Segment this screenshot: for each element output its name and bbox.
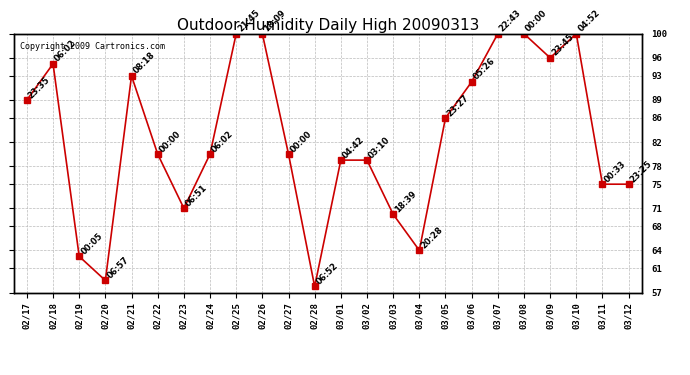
Text: 18:09: 18:09: [262, 9, 288, 34]
Text: 08:18: 08:18: [132, 51, 157, 76]
Text: 00:00: 00:00: [288, 129, 313, 154]
Text: 23:35: 23:35: [27, 75, 52, 100]
Text: 18:39: 18:39: [393, 189, 418, 214]
Text: 21:45: 21:45: [236, 8, 262, 34]
Text: 00:00: 00:00: [158, 129, 183, 154]
Text: 23:45: 23:45: [550, 33, 575, 58]
Text: 23:27: 23:27: [446, 93, 471, 118]
Text: 20:28: 20:28: [420, 225, 444, 251]
Text: 00:05: 00:05: [79, 231, 104, 256]
Text: 06:57: 06:57: [106, 255, 130, 280]
Title: Outdoor Humidity Daily High 20090313: Outdoor Humidity Daily High 20090313: [177, 18, 479, 33]
Text: Copyright 2009 Cartronics.com: Copyright 2009 Cartronics.com: [20, 42, 165, 51]
Text: 06:51: 06:51: [184, 183, 209, 208]
Text: 06:52: 06:52: [315, 261, 340, 286]
Text: 04:52: 04:52: [576, 9, 602, 34]
Text: 03:10: 03:10: [367, 135, 392, 160]
Text: 00:33: 00:33: [602, 159, 627, 184]
Text: 06:02: 06:02: [210, 129, 235, 154]
Text: 23:25: 23:25: [629, 159, 654, 184]
Text: 05:26: 05:26: [472, 57, 497, 82]
Text: 06:02: 06:02: [53, 39, 78, 64]
Text: 00:00: 00:00: [524, 9, 549, 34]
Text: 22:43: 22:43: [497, 9, 523, 34]
Text: 04:42: 04:42: [341, 135, 366, 160]
